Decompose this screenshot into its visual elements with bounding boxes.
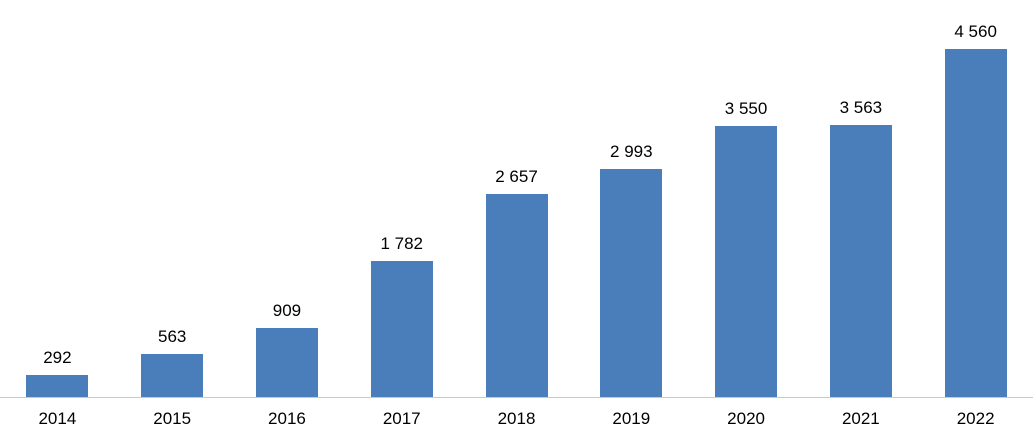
bar-value-label: 3 550 [724,99,768,118]
bar-value-label: 2 993 [610,142,653,161]
plot-area: 292 563 909 1 782 2 657 2 993 3 550 3 56… [0,22,1033,398]
bar-column: 292 [0,348,115,397]
bar [600,169,663,397]
bar-value-label: 292 [43,348,72,367]
x-axis-label: 2016 [268,409,306,428]
bar-column: 1 782 [344,234,459,397]
bar [944,49,1007,397]
bar [255,328,318,397]
bar-column: 3 563 [803,98,918,397]
bar [370,261,433,397]
bar [26,375,89,397]
bar-value-label: 3 563 [839,98,883,117]
bar-value-label: 1 782 [380,234,423,253]
x-axis: 2014 2015 2016 2017 2018 2019 2020 2021 … [0,398,1033,445]
bar-value-label: 2 657 [495,167,538,186]
bar-value-label: 563 [157,327,187,346]
bar [141,354,204,397]
x-axis-label: 2021 [841,409,880,428]
bar [715,126,778,397]
x-axis-label: 2019 [612,409,651,428]
bar [485,194,548,397]
bar-column: 4 560 [918,22,1033,397]
bar-value-label: 909 [272,301,302,320]
bar-column: 3 550 [689,99,804,397]
bar-column: 563 [115,327,230,397]
bar [829,125,892,397]
bar-value-label: 4 560 [954,22,997,41]
x-axis-label: 2014 [38,409,77,428]
x-axis-label: 2020 [727,409,765,428]
bar-column: 909 [230,301,345,397]
x-axis-label: 2015 [153,409,192,428]
bar-column: 2 993 [574,142,689,397]
x-axis-label: 2018 [497,409,536,428]
x-axis-label: 2017 [382,409,421,428]
bar-column: 2 657 [459,167,574,397]
x-axis-label: 2022 [956,409,995,428]
